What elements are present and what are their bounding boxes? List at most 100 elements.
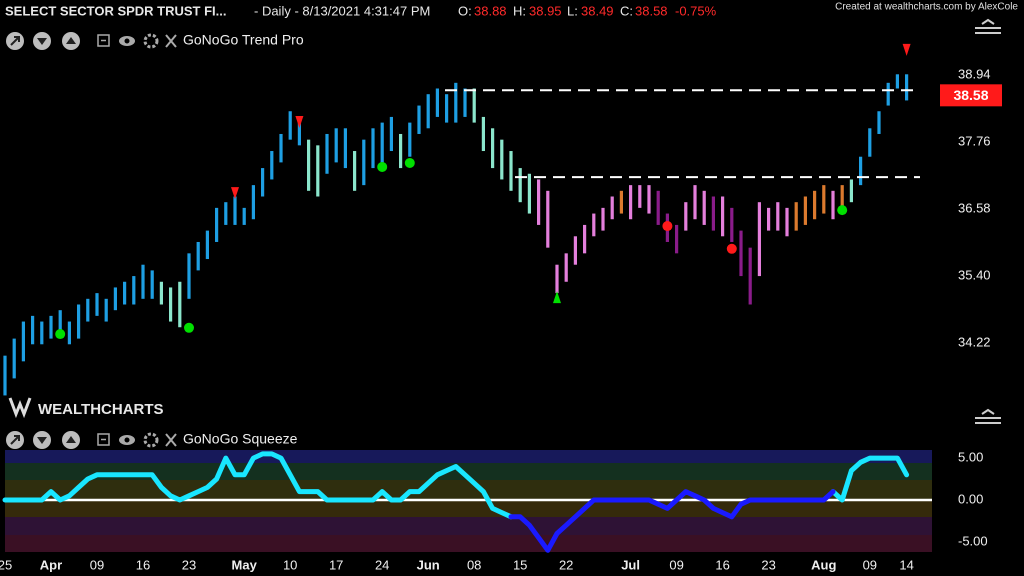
price-bar (803, 196, 807, 225)
price-bar (481, 116, 485, 152)
price-bar (399, 133, 403, 169)
price-bar (555, 264, 559, 294)
watermark-text: WEALTHCHARTS (38, 401, 164, 418)
expand-icon (10, 36, 20, 46)
price-bar (334, 128, 338, 163)
down-icon (37, 38, 47, 45)
price-bar (362, 139, 366, 186)
interval: - Daily - 8/13/2021 4:31:47 PM (254, 3, 430, 18)
price-bar (3, 355, 7, 396)
price-bar (196, 241, 200, 271)
price-bar (822, 185, 826, 214)
price-bar (619, 190, 623, 214)
price-bar (343, 128, 347, 169)
price-bar (113, 287, 117, 311)
y-tick-label: -5.00 (958, 533, 988, 548)
y-tick-label: 5.00 (958, 450, 983, 465)
price-bar (583, 224, 587, 254)
price-bar (86, 298, 90, 322)
x-tick-label: 09 (863, 557, 877, 572)
price-bar (702, 190, 706, 225)
price-bar (261, 168, 265, 197)
nogo-triangles (902, 43, 911, 56)
price-bar (178, 281, 182, 328)
price-bar (353, 151, 357, 191)
price-bar (141, 264, 145, 299)
price-bar (721, 196, 725, 237)
squeeze-bands (5, 450, 932, 552)
price-bar (251, 185, 255, 220)
change: -0.75% (675, 3, 717, 18)
close-button[interactable] (165, 433, 177, 447)
band (5, 517, 932, 535)
price-bar (224, 202, 228, 225)
pane-menu[interactable] (975, 408, 1001, 424)
x-tick-label: Jul (621, 557, 640, 572)
go-dots (55, 329, 66, 340)
price-bar (307, 139, 311, 191)
price-bar (454, 82, 458, 123)
price-bar (389, 116, 393, 152)
price-bar (638, 185, 642, 208)
price-bar (187, 253, 191, 299)
pane-menu[interactable] (975, 18, 1001, 34)
price-bar (104, 298, 108, 322)
price-bar (435, 88, 439, 117)
go-dots (837, 205, 848, 216)
price-bar (757, 202, 761, 277)
price-pane: 38.94 37.76 36.58 35.40 34.22 38.58 (3, 43, 1002, 396)
price-bar (527, 173, 531, 214)
x-tick-label: 16 (136, 557, 150, 572)
settings-button[interactable] (143, 33, 159, 49)
price-bar (297, 116, 301, 146)
price-bar (21, 321, 25, 362)
price-bar (813, 190, 817, 220)
price-bar (316, 145, 320, 197)
x-tick-label: 24 (375, 557, 389, 572)
price-bar (730, 207, 734, 242)
price-bar (77, 304, 81, 339)
price-bar (886, 82, 890, 106)
price-bar (408, 122, 412, 157)
credit: Created at wealthcharts.com by AlexCole (835, 2, 1018, 13)
price-bar (509, 151, 513, 191)
price-bar (739, 230, 743, 277)
price-bar (205, 230, 209, 260)
down-icon (37, 437, 47, 444)
price-bar (242, 207, 246, 225)
price-bar (518, 168, 522, 203)
squeeze-line (508, 489, 836, 553)
price-bar (31, 315, 35, 345)
x-tick-label: 16 (715, 557, 729, 572)
y-tick-label: 38.94 (958, 66, 991, 81)
x-tick-label: May (232, 557, 258, 572)
price-bar (288, 111, 292, 140)
price-bar (159, 281, 163, 305)
price-bar (693, 185, 697, 220)
price-bar (564, 253, 568, 282)
settings-button[interactable] (143, 432, 159, 448)
up-icon (66, 37, 76, 44)
price-bar (67, 321, 71, 345)
go-triangles (553, 291, 561, 304)
price-bar (905, 74, 909, 101)
x-tick-label: 10 (283, 557, 297, 572)
price-bar (233, 196, 237, 225)
collapse-button[interactable] (97, 433, 110, 446)
expand-icon (10, 435, 20, 445)
price-bar (840, 185, 844, 214)
nogo-triangles (231, 187, 239, 200)
price-bar (767, 207, 771, 231)
x-tick-label: 15 (513, 557, 527, 572)
y-tick-label: 34.22 (958, 335, 991, 350)
nogo-dots (662, 221, 673, 232)
price-bar (417, 105, 421, 134)
price-bar (546, 190, 550, 248)
open-value: 38.88 (474, 3, 507, 18)
collapse-button[interactable] (97, 34, 110, 47)
toolbar-top (6, 32, 177, 50)
x-tick-label: 14 (899, 557, 913, 572)
close-button[interactable] (165, 34, 177, 48)
band (5, 450, 932, 463)
